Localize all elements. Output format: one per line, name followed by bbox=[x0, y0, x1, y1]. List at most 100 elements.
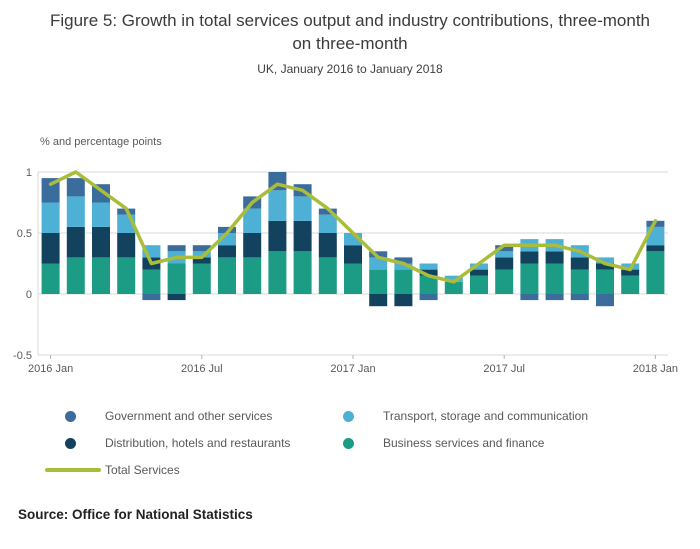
bar-segment bbox=[192, 251, 211, 258]
bar-segment bbox=[369, 251, 388, 258]
bar-segment bbox=[369, 294, 388, 307]
bar-segment bbox=[570, 257, 589, 270]
bar-segment bbox=[419, 275, 438, 294]
swatch-box bbox=[323, 437, 383, 449]
bar-segment bbox=[520, 251, 539, 264]
bar-segment bbox=[66, 257, 85, 294]
y-tick-label: 0 bbox=[26, 289, 32, 301]
bar-segment bbox=[444, 281, 463, 294]
y-tick-label: 1 bbox=[26, 167, 32, 179]
bar-segment bbox=[444, 275, 463, 282]
bar-segment bbox=[621, 275, 640, 294]
bar-segment bbox=[66, 226, 85, 258]
transport-swatch-icon bbox=[343, 410, 354, 422]
bar-segment bbox=[570, 269, 589, 294]
bar-segment bbox=[41, 233, 60, 264]
business-swatch-icon bbox=[343, 437, 354, 449]
bar-segment bbox=[394, 263, 413, 270]
bar-segment bbox=[545, 294, 564, 301]
legend-item-business: Business services and finance bbox=[323, 435, 675, 451]
figure-subtitle: UK, January 2016 to January 2018 bbox=[257, 62, 443, 76]
bar-segment bbox=[318, 257, 337, 294]
government-swatch-icon bbox=[65, 410, 76, 422]
bar-segment bbox=[92, 226, 110, 258]
bar-segment bbox=[495, 245, 514, 252]
bar-segment bbox=[470, 269, 488, 276]
bar-segment bbox=[596, 257, 614, 264]
bar-segment bbox=[41, 178, 60, 203]
bar-segment bbox=[369, 269, 388, 294]
bar-segment bbox=[394, 269, 413, 294]
bar-segment bbox=[419, 263, 438, 270]
x-tick-label: 2016 Jan bbox=[28, 363, 73, 375]
bar-segment bbox=[646, 245, 665, 252]
swatch-box bbox=[45, 468, 105, 472]
bar-segment bbox=[470, 263, 488, 270]
bar-segment bbox=[92, 202, 110, 227]
bars-layer bbox=[41, 172, 665, 307]
bar-segment bbox=[268, 251, 287, 294]
source-text: Source: Office for National Statistics bbox=[18, 507, 253, 522]
bar-segment bbox=[243, 208, 262, 233]
legend-label-business: Business services and finance bbox=[383, 436, 545, 450]
bar-segment bbox=[243, 233, 262, 258]
bar-segment bbox=[394, 257, 413, 264]
legend-item-transport: Transport, storage and communication bbox=[323, 408, 675, 424]
bar-segment bbox=[394, 294, 413, 307]
bar-segment bbox=[293, 196, 312, 221]
bar-segment bbox=[369, 257, 388, 270]
legend: Government and other services Transport,… bbox=[45, 408, 675, 478]
total-services-line-layer bbox=[48, 170, 658, 284]
legend-item-government: Government and other services bbox=[45, 408, 323, 424]
x-tick-label: 2016 Jul bbox=[181, 363, 223, 375]
swatch-box bbox=[45, 410, 105, 422]
bar-segment bbox=[167, 294, 186, 301]
bar-segment bbox=[192, 263, 211, 294]
bar-segment bbox=[218, 226, 236, 233]
swatch-box bbox=[45, 437, 105, 449]
bar-segment bbox=[92, 257, 110, 294]
swatch-box bbox=[323, 410, 383, 422]
bar-segment bbox=[167, 263, 186, 294]
bar-segment bbox=[293, 220, 312, 252]
bar-segment bbox=[268, 190, 287, 221]
bar-segment bbox=[318, 214, 337, 233]
bar-segment bbox=[66, 196, 85, 227]
legend-label-transport: Transport, storage and communication bbox=[383, 409, 588, 423]
bar-segment bbox=[218, 257, 236, 294]
bar-segment bbox=[218, 245, 236, 258]
bar-segment bbox=[520, 263, 539, 294]
bar-segment bbox=[117, 257, 136, 294]
x-tick-label: 2017 Jul bbox=[483, 363, 525, 375]
bar-segment bbox=[470, 275, 488, 294]
total-services-line bbox=[48, 170, 658, 284]
bar-segment bbox=[570, 294, 589, 301]
bar-segment bbox=[344, 245, 362, 264]
bar-segment bbox=[318, 233, 337, 258]
y-tick-label: 0.5 bbox=[17, 228, 32, 240]
bar-segment bbox=[419, 294, 438, 301]
bar-segment bbox=[596, 269, 614, 294]
bar-segment bbox=[243, 257, 262, 294]
y-tick-label: -0.5 bbox=[13, 350, 32, 362]
figure-title: Figure 5: Growth in total services outpu… bbox=[49, 11, 651, 53]
bar-segment bbox=[596, 263, 614, 270]
y-axis-unit-label: % and percentage points bbox=[40, 136, 162, 148]
legend-label-total-services: Total Services bbox=[105, 463, 180, 477]
bar-segment bbox=[142, 294, 161, 301]
bar-segment bbox=[596, 294, 614, 307]
x-tick-label: 2018 Jan bbox=[633, 363, 678, 375]
bar-segment bbox=[495, 251, 514, 258]
bar-segment bbox=[495, 269, 514, 294]
x-tick-label: 2017 Jan bbox=[330, 363, 375, 375]
legend-label-distribution: Distribution, hotels and restaurants bbox=[105, 436, 291, 450]
bar-segment bbox=[66, 178, 85, 197]
bar-segment bbox=[495, 257, 514, 270]
bar-segment bbox=[646, 251, 665, 294]
bar-segment bbox=[293, 251, 312, 294]
bar-segment bbox=[192, 257, 211, 264]
distribution-swatch-icon bbox=[65, 437, 76, 449]
